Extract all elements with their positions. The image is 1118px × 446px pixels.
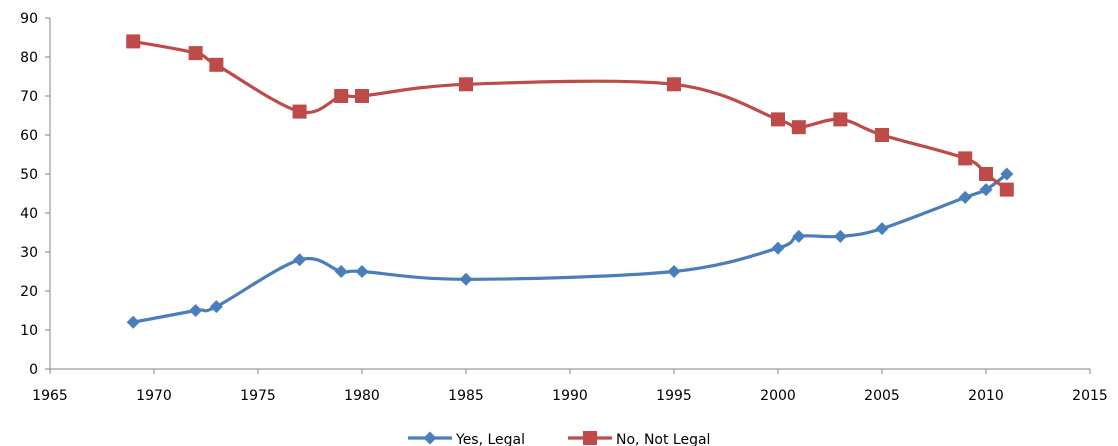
y-tick-label: 60	[20, 128, 38, 144]
data-point	[958, 151, 973, 166]
data-point	[126, 315, 140, 329]
y-tick-label: 90	[20, 11, 38, 27]
series-1	[126, 167, 1014, 329]
x-tick-label: 1985	[448, 388, 484, 404]
data-point	[875, 128, 889, 142]
data-point	[209, 300, 223, 314]
y-tick-label: 70	[20, 89, 38, 105]
y-tick-label: 80	[20, 50, 38, 66]
data-point	[875, 222, 889, 236]
axes: 0 10 20 30 40 50 60 70 80 90 1965 1970 1975 1980 1985 1…	[20, 11, 1108, 404]
data-point	[791, 120, 806, 135]
data-point	[833, 229, 847, 243]
data-point	[958, 190, 972, 204]
legend-label: Yes, Legal	[455, 432, 525, 446]
data-point	[792, 229, 806, 243]
data-point	[771, 241, 785, 255]
data-point	[667, 77, 681, 92]
data-point	[189, 304, 203, 317]
x-tick-label: 1995	[656, 388, 692, 404]
y-tick-label: 0	[29, 362, 38, 378]
y-tick-label: 40	[20, 206, 38, 222]
data-point	[459, 272, 473, 286]
data-point	[355, 89, 369, 103]
data-point	[833, 112, 848, 127]
data-point	[292, 104, 307, 119]
legend-marker	[423, 431, 437, 445]
series-line	[131, 172, 1009, 324]
x-tick-label: 1970	[136, 388, 172, 404]
x-tick-label: 2005	[864, 388, 900, 404]
y-tick-label: 10	[20, 323, 38, 339]
data-point	[355, 265, 369, 278]
data-point	[771, 112, 785, 127]
legend-item: No, Not Legal	[568, 431, 710, 446]
x-tick-label: 1990	[552, 388, 588, 404]
series-layer	[126, 34, 1014, 329]
data-point	[334, 89, 349, 103]
y-tick-label: 30	[20, 245, 38, 261]
data-point	[188, 46, 203, 61]
data-point	[1000, 167, 1014, 181]
y-tick-label: 20	[20, 284, 38, 300]
legend-item: Yes, Legal	[408, 431, 525, 446]
x-tick-label: 1975	[240, 388, 276, 404]
data-point	[979, 167, 993, 181]
x-tick-label: 2010	[968, 388, 1004, 404]
data-point	[334, 265, 348, 278]
data-point	[459, 77, 473, 92]
x-tick-label: 2000	[760, 388, 796, 404]
series-line	[131, 39, 1009, 192]
data-point	[667, 265, 681, 278]
x-tick-label: 2015	[1072, 388, 1108, 404]
x-tick-label: 1980	[344, 388, 380, 404]
y-tick-label: 50	[20, 167, 38, 183]
legend: Yes, Legal No, Not Legal	[408, 431, 710, 446]
x-tick-label: 1965	[32, 388, 68, 404]
data-point	[209, 57, 224, 72]
series-2	[126, 34, 1014, 197]
legend-label: No, Not Legal	[616, 432, 710, 446]
data-point	[126, 34, 141, 49]
data-point	[999, 182, 1014, 197]
legend-marker	[583, 431, 597, 445]
data-point	[979, 183, 993, 197]
data-point	[293, 253, 307, 267]
